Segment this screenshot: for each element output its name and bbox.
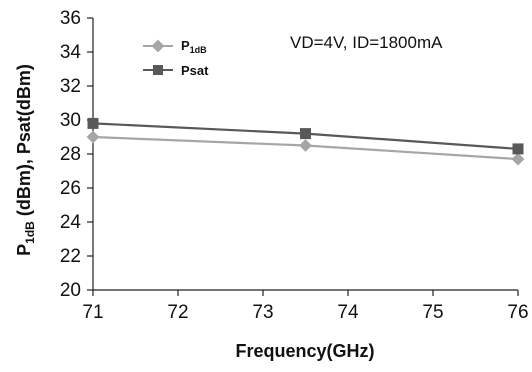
y-tick-label: 36 (60, 8, 81, 29)
y-tick-label: 32 (60, 76, 81, 97)
x-tick-label: 73 (252, 302, 273, 323)
axes: 20 22 24 26 28 30 32 34 36 71 72 73 74 75 76 (60, 8, 529, 323)
y-axis-label-group: P1dB (dBm), Psat(dBm) (14, 64, 37, 256)
x-tick-label: 72 (167, 302, 188, 323)
y-tick-label: 26 (60, 178, 81, 199)
legend-marker-p1db (151, 39, 165, 53)
x-axis-label: Frequency(GHz) (235, 341, 374, 361)
x-tick-label: 74 (337, 302, 359, 323)
data-point-p1db (511, 152, 525, 166)
series-psat (87, 117, 524, 155)
legend: P1dB Psat (143, 38, 209, 78)
conditions-annotation: VD=4V, ID=1800mA (290, 33, 443, 52)
data-point-psat (512, 143, 524, 155)
y-axis-label-rest: (dBm), Psat(dBm) (14, 64, 34, 221)
y-tick-label: 20 (60, 280, 81, 301)
y-tick-label: 22 (60, 246, 81, 267)
data-point-psat (87, 117, 99, 129)
legend-label-p1db: P1dB (181, 38, 207, 55)
y-tick-label: 28 (60, 144, 81, 165)
legend-item-p1db: P1dB (143, 38, 207, 55)
y-tick-label: 34 (60, 42, 82, 63)
legend-item-psat: Psat (143, 63, 209, 78)
y-tick-label: 24 (60, 212, 82, 233)
y-axis-label-p1db-sub: 1dB (23, 221, 37, 244)
x-tick-label: 71 (82, 302, 103, 323)
legend-label-psat: Psat (181, 63, 209, 78)
legend-label-p1db-main: P (181, 38, 190, 53)
data-point-psat (300, 128, 311, 140)
x-tick-label: 75 (422, 302, 443, 323)
legend-label-p1db-sub: 1dB (190, 45, 208, 55)
y-tick-label: 30 (60, 110, 81, 131)
data-point-p1db (86, 130, 100, 144)
y-axis-label-p1db-main: P (14, 244, 34, 256)
data-point-p1db (299, 139, 312, 152)
legend-marker-psat (153, 65, 163, 75)
y-axis-label: P1dB (dBm), Psat(dBm) (14, 64, 37, 256)
x-tick-label: 76 (507, 302, 528, 323)
